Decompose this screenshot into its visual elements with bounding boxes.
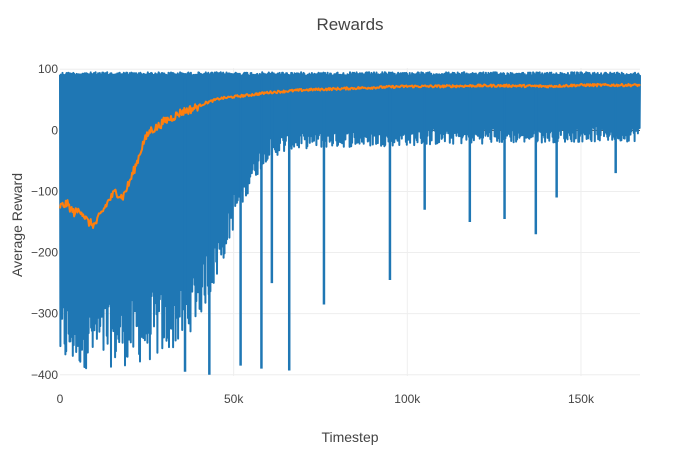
raw-reward-line: [59, 71, 641, 370]
y-tick-label: −400: [31, 368, 58, 382]
chart-title: Rewards: [316, 15, 383, 34]
y-tick-label: −300: [31, 307, 58, 321]
x-axis-title: Timestep: [321, 429, 378, 445]
series-average-reward: [59, 82, 641, 229]
series-raw-reward: [59, 71, 641, 375]
y-tick-label: −200: [31, 246, 58, 260]
average-reward-line: [59, 82, 641, 229]
y-tick-label: 0: [51, 123, 58, 137]
y-tick-label: −100: [31, 184, 58, 198]
x-tick-label: 100k: [394, 392, 421, 406]
x-tick-label: 50k: [224, 392, 244, 406]
x-tick-label: 150k: [568, 392, 595, 406]
y-axis-title: Average Reward: [9, 173, 25, 277]
x-tick-label: 0: [57, 392, 64, 406]
axis-ticks: 0 50k 100k 150k 100 0 −100 −200 −300 −400: [31, 62, 595, 406]
y-tick-label: 100: [38, 62, 58, 76]
